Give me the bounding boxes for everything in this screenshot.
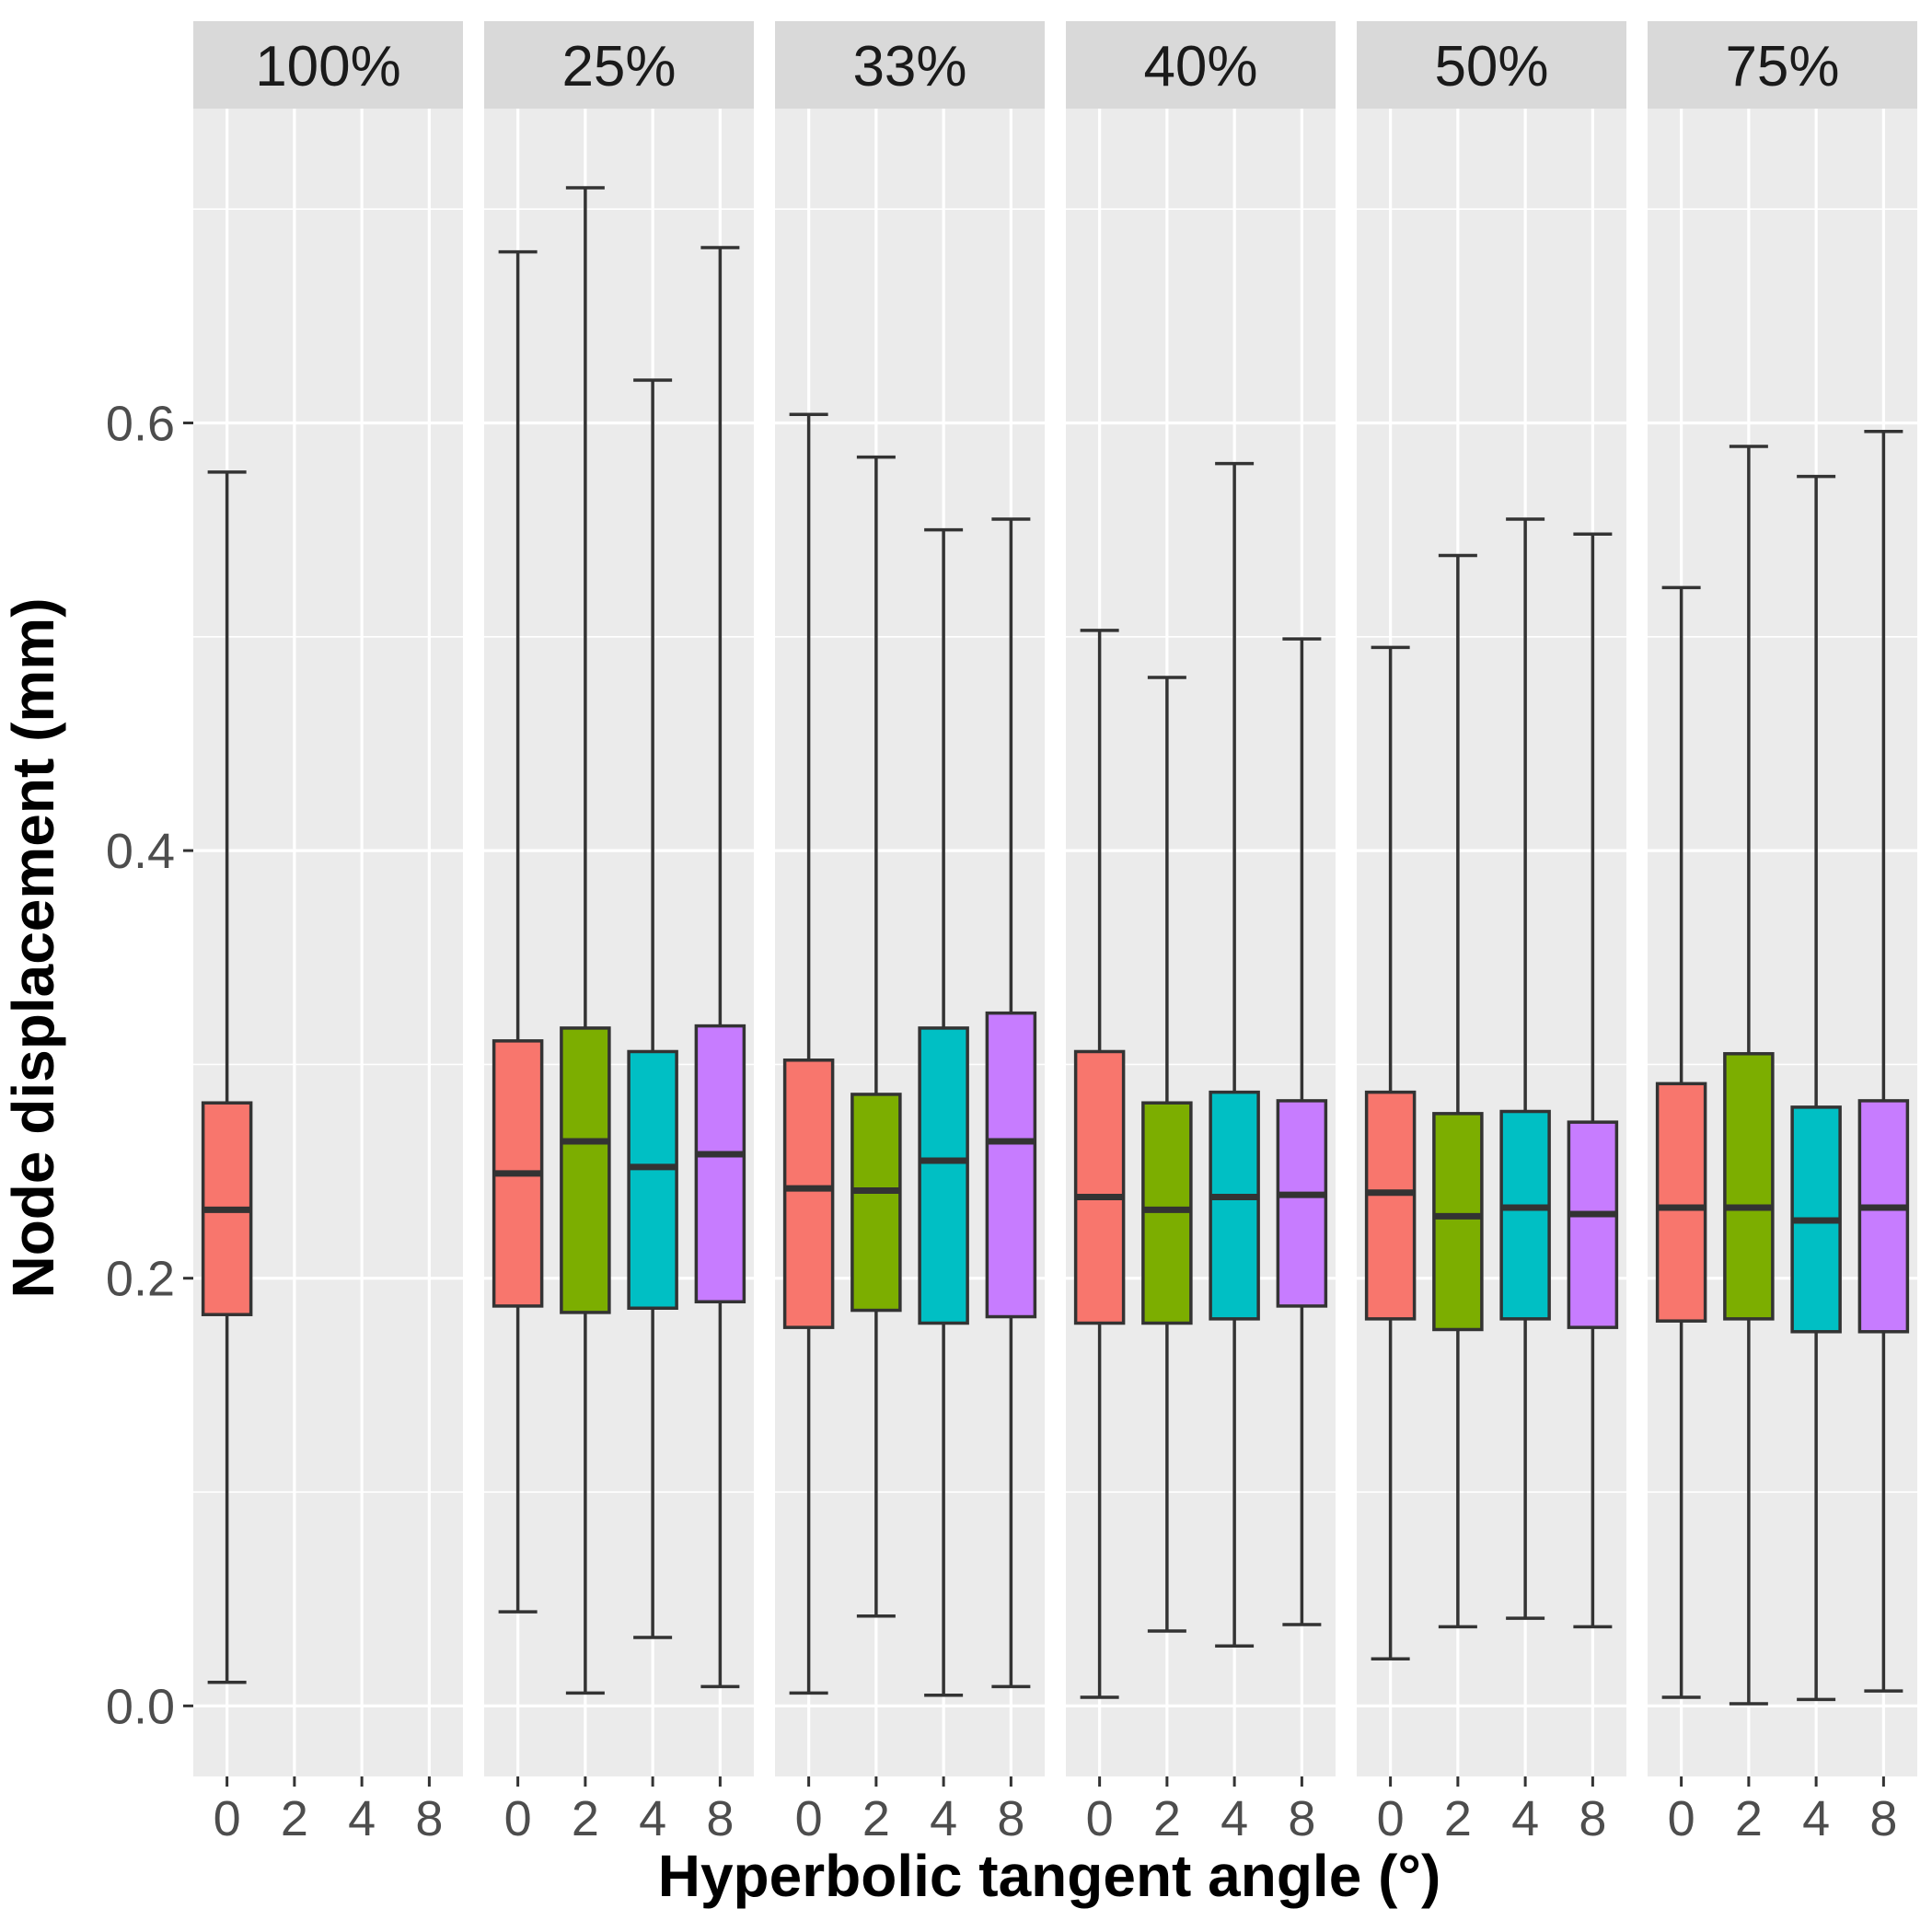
x-tick-label: 4 <box>1802 1791 1830 1846</box>
facet-strip <box>484 21 754 109</box>
box-body <box>1432 1112 1484 1332</box>
panel-background <box>1648 109 1917 1776</box>
x-tick-label: 4 <box>930 1791 957 1846</box>
box-body <box>1567 1120 1619 1329</box>
box-33%-0 <box>782 412 835 1695</box>
box-40%-2 <box>1141 676 1193 1633</box>
box-50%-8 <box>1567 532 1619 1629</box>
box-body <box>694 1024 746 1304</box>
x-tick-label: 0 <box>1377 1791 1405 1846</box>
x-tick-label: 8 <box>1869 1791 1897 1846</box>
facet-strip-label: 75% <box>1725 35 1839 98</box>
box-body <box>1073 1049 1126 1325</box>
box-body <box>1655 1082 1707 1323</box>
panel-background <box>775 109 1045 1776</box>
facet-strip-label: 25% <box>561 35 676 98</box>
x-tick-label: 4 <box>348 1791 376 1846</box>
facet-strip <box>1648 21 1917 109</box>
box-40%-8 <box>1276 637 1328 1626</box>
box-50%-0 <box>1364 645 1417 1660</box>
facet-strip-label: 100% <box>255 35 401 98</box>
box-body <box>850 1093 902 1313</box>
box-body <box>985 1011 1037 1319</box>
box-body <box>1857 1099 1910 1334</box>
box-body <box>782 1059 835 1329</box>
box-body <box>1209 1090 1260 1321</box>
facet-strip <box>1066 21 1336 109</box>
x-tick-label: 2 <box>862 1791 890 1846</box>
y-axis-title: Node displacement (mm) <box>0 597 66 1298</box>
facet-strip <box>193 21 463 109</box>
facet-panel: 75% 0 2 4 8 <box>1648 21 1917 1846</box>
box-50%-2 <box>1432 553 1484 1629</box>
x-tick-label: 8 <box>1579 1791 1606 1846</box>
facet-panel: 25% 0 2 4 8 <box>484 21 754 1846</box>
box-body <box>1276 1099 1328 1308</box>
box-25%-4 <box>627 378 678 1639</box>
box-75%-4 <box>1790 474 1842 1702</box>
box-25%-2 <box>560 186 611 1695</box>
box-75%-8 <box>1857 430 1910 1693</box>
box-100%-0 <box>201 470 253 1684</box>
x-tick-label: 4 <box>1221 1791 1248 1846</box>
panel-background <box>1357 109 1626 1776</box>
facet-panel: 40% 0 2 4 8 <box>1066 21 1336 1846</box>
panel-background <box>193 109 463 1776</box>
facet-panel: 100% 0 2 4 8 <box>193 21 463 1846</box>
x-tick-label: 4 <box>639 1791 666 1846</box>
box-75%-2 <box>1723 445 1775 1706</box>
y-tick-label: 0.6 <box>106 396 175 451</box>
x-tick-label: 2 <box>1735 1791 1763 1846</box>
x-tick-label: 0 <box>1086 1791 1114 1846</box>
x-tick-label: 2 <box>1444 1791 1472 1846</box>
facet-strip-label: 33% <box>852 35 966 98</box>
box-body <box>560 1026 611 1314</box>
x-tick-label: 0 <box>504 1791 532 1846</box>
box-body <box>1723 1052 1775 1321</box>
box-25%-8 <box>694 246 746 1689</box>
y-tick-label: 0.0 <box>106 1679 175 1734</box>
panel-background <box>484 109 754 1776</box>
box-body <box>1499 1109 1551 1321</box>
facet-strip-label: 50% <box>1434 35 1548 98</box>
y-tick-label: 0.4 <box>106 824 175 879</box>
panel-background <box>1066 109 1336 1776</box>
facet-panel: 50% 0 2 4 8 <box>1357 21 1626 1846</box>
x-tick-label: 8 <box>997 1791 1024 1846</box>
x-tick-label: 0 <box>1668 1791 1695 1846</box>
y-axis: 0.0 0.2 0.4 0.6 <box>106 396 193 1734</box>
x-axis-title: Hyperbolic tangent angle (°) <box>658 1843 1441 1909</box>
box-body <box>627 1049 678 1310</box>
x-tick-label: 2 <box>572 1791 599 1846</box>
box-25%-0 <box>492 249 544 1614</box>
box-33%-8 <box>985 517 1037 1689</box>
facet-panel: 33% 0 2 4 8 <box>775 21 1045 1846</box>
box-40%-0 <box>1073 629 1126 1699</box>
y-tick-label: 0.2 <box>106 1252 175 1307</box>
box-50%-4 <box>1499 517 1551 1620</box>
x-tick-label: 8 <box>415 1791 443 1846</box>
x-tick-label: 2 <box>1153 1791 1181 1846</box>
box-40%-4 <box>1209 461 1260 1649</box>
x-tick-label: 2 <box>281 1791 308 1846</box>
facet-strip <box>1357 21 1626 109</box>
box-33%-2 <box>850 455 902 1618</box>
x-tick-label: 4 <box>1511 1791 1539 1846</box>
box-body <box>918 1026 969 1325</box>
facet-strip <box>775 21 1045 109</box>
x-tick-label: 0 <box>214 1791 241 1846</box>
x-tick-label: 0 <box>795 1791 823 1846</box>
box-33%-4 <box>918 527 969 1697</box>
x-tick-label: 8 <box>1288 1791 1315 1846</box>
x-tick-label: 8 <box>706 1791 734 1846</box>
box-body <box>1364 1090 1417 1321</box>
facet-strip-label: 40% <box>1143 35 1257 98</box>
facet-panels: 100%0 2 4 825%0 2 4 833%0 2 4 840%0 2 4 850%0 2 4 875%0… <box>193 21 1917 1846</box>
box-75%-0 <box>1655 585 1707 1699</box>
